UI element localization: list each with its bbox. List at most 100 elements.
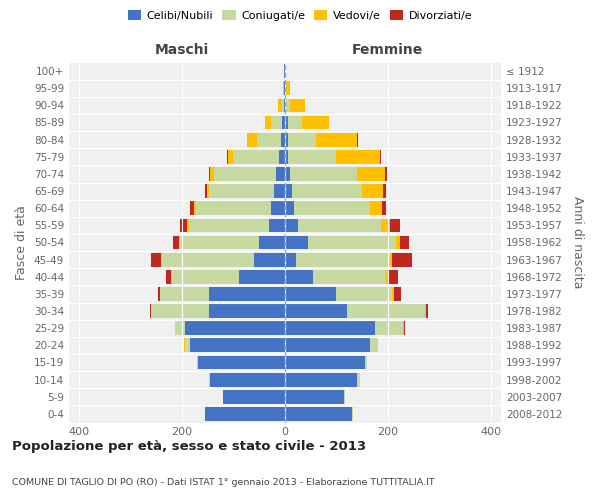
Bar [150, 304, 151, 318]
Bar [209, 304, 285, 318]
Bar [281, 133, 285, 146]
Bar [285, 287, 337, 301]
Bar [271, 116, 283, 130]
Bar [259, 236, 285, 250]
Bar [285, 356, 365, 370]
Bar [227, 150, 229, 164]
Bar [370, 202, 382, 215]
Bar [381, 218, 391, 232]
Bar [404, 322, 406, 335]
Bar [352, 407, 353, 421]
Bar [292, 184, 362, 198]
Bar [282, 98, 284, 112]
Bar [389, 270, 398, 283]
Bar [269, 218, 285, 232]
Bar [223, 390, 285, 404]
Bar [209, 184, 274, 198]
Bar [285, 150, 287, 164]
Bar [283, 116, 285, 130]
Bar [287, 133, 316, 146]
Text: Maschi: Maschi [155, 42, 209, 56]
Bar [179, 236, 259, 250]
Bar [285, 253, 296, 266]
Bar [161, 253, 254, 266]
Bar [207, 184, 209, 198]
Bar [209, 287, 285, 301]
Bar [375, 322, 403, 335]
Bar [285, 270, 313, 283]
Bar [285, 390, 344, 404]
Bar [394, 287, 401, 301]
Bar [287, 116, 302, 130]
Bar [426, 304, 428, 318]
Bar [158, 287, 160, 301]
Bar [344, 390, 345, 404]
Bar [337, 150, 380, 164]
Bar [380, 150, 381, 164]
Bar [308, 236, 395, 250]
Bar [284, 98, 285, 112]
Bar [229, 150, 233, 164]
Bar [287, 150, 337, 164]
Bar [285, 167, 290, 181]
Bar [151, 304, 209, 318]
Bar [239, 270, 285, 283]
Bar [392, 287, 394, 301]
Bar [298, 218, 381, 232]
Bar [211, 373, 285, 386]
Bar [197, 356, 285, 370]
Bar [294, 202, 370, 215]
Bar [370, 338, 377, 352]
Bar [285, 338, 370, 352]
Bar [285, 133, 287, 146]
Bar [276, 167, 285, 181]
Bar [285, 218, 298, 232]
Bar [265, 116, 271, 130]
Bar [386, 270, 389, 283]
Bar [285, 407, 352, 421]
Bar [296, 253, 390, 266]
Bar [210, 167, 214, 181]
Bar [357, 373, 359, 386]
Bar [286, 82, 290, 95]
Bar [357, 167, 385, 181]
Bar [233, 150, 279, 164]
Bar [254, 253, 285, 266]
Bar [285, 184, 292, 198]
Bar [290, 98, 305, 112]
Bar [179, 218, 187, 232]
Bar [257, 133, 281, 146]
Bar [285, 116, 287, 130]
Bar [160, 287, 209, 301]
Bar [279, 150, 285, 164]
Bar [196, 202, 271, 215]
Bar [285, 236, 308, 250]
Bar [175, 322, 185, 335]
Bar [357, 133, 358, 146]
Text: COMUNE DI TAGLIO DI PO (RO) - Dati ISTAT 1° gennaio 2013 - Elaborazione TUTTITAL: COMUNE DI TAGLIO DI PO (RO) - Dati ISTAT… [12, 478, 434, 487]
Bar [205, 184, 207, 198]
Bar [214, 167, 276, 181]
Bar [271, 202, 285, 215]
Bar [187, 218, 189, 232]
Bar [392, 253, 412, 266]
Bar [172, 270, 239, 283]
Bar [316, 133, 357, 146]
Bar [205, 407, 285, 421]
Bar [190, 202, 194, 215]
Bar [247, 133, 257, 146]
Bar [362, 184, 383, 198]
Bar [285, 304, 347, 318]
Bar [190, 338, 285, 352]
Bar [285, 322, 375, 335]
Bar [194, 202, 196, 215]
Bar [290, 167, 357, 181]
Bar [285, 202, 294, 215]
Bar [395, 236, 400, 250]
Bar [425, 304, 426, 318]
Bar [209, 167, 210, 181]
Bar [385, 167, 387, 181]
Bar [285, 373, 357, 386]
Bar [347, 304, 425, 318]
Bar [337, 287, 392, 301]
